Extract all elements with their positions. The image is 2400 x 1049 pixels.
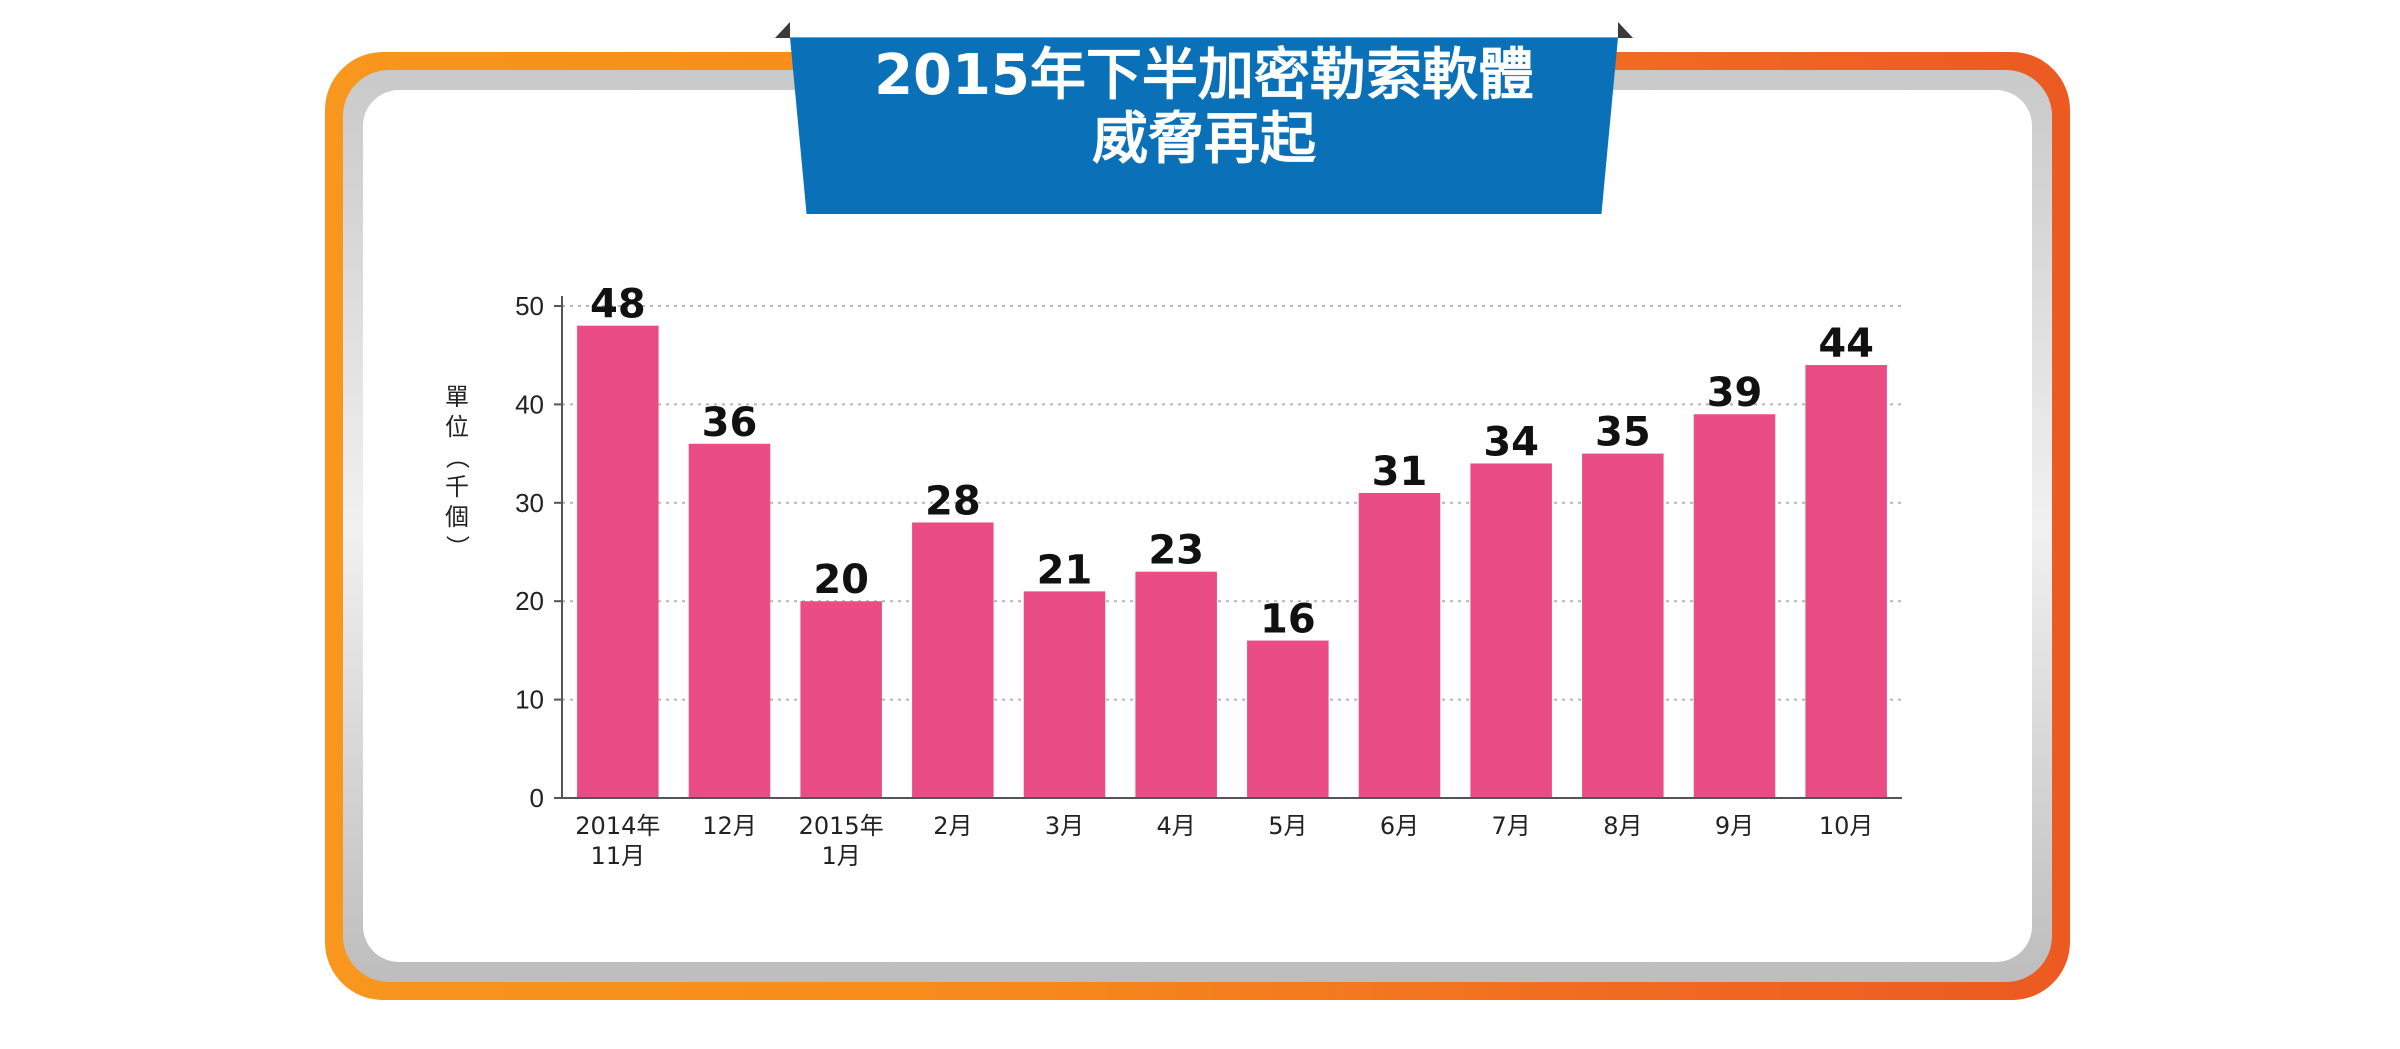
y-tick-label: 10 [515,685,544,715]
bar [688,443,771,798]
x-tick-label: 4月 [1157,812,1196,840]
y-tick-label: 40 [515,389,544,419]
bar [577,325,659,798]
bar [1470,463,1552,798]
bar [1805,365,1887,798]
chart-title-line-2: 威脅再起 [1092,107,1316,172]
banner-tab-left [775,22,790,38]
x-tick-label: 5月 [1268,812,1307,840]
y-axis-label-char: （ [443,445,471,469]
y-axis-ticks: 0 10 20 30 40 50 [515,291,563,813]
bars: 48 36 20 28 21 23 16 31 34 35 39 44 [577,282,1887,798]
data-label: 31 [1372,449,1428,495]
y-tick-label: 50 [515,291,544,321]
y-axis-label-char: 單 [445,383,469,411]
x-tick-label: 10月 [1819,812,1874,840]
x-tick-label: 11月 [591,842,646,870]
y-axis-label-char: 位 [445,413,469,441]
data-label: 44 [1818,321,1874,367]
x-tick-label: 12月 [702,812,757,840]
banner-tab-right [1618,22,1633,38]
y-axis-label: 單位 （ 千個 ） [443,383,471,559]
x-tick-label: 2月 [933,812,972,840]
x-tick-label: 2015年 [799,812,884,840]
x-tick-label: 6月 [1380,812,1419,840]
x-tick-label: 9月 [1715,812,1754,840]
data-label: 36 [702,400,758,446]
y-axis-label-char: 個 [445,503,469,531]
y-tick-label: 0 [530,783,544,813]
bar [1358,492,1441,798]
title-banner [790,37,1618,214]
x-tick-label: 2014年 [575,812,660,840]
x-tick-label: 3月 [1045,812,1084,840]
data-label: 35 [1595,410,1651,456]
data-label: 16 [1260,597,1316,643]
bar [1135,571,1217,798]
chart-title-line-1: 2015年下半加密勒索軟體 [874,43,1534,108]
bar [800,601,882,798]
data-label: 34 [1483,419,1539,465]
data-label: 20 [813,557,869,603]
y-axis-label-char: 千 [445,473,469,501]
y-tick-label: 20 [515,586,544,616]
bar [912,522,994,798]
y-tick-label: 30 [515,488,544,518]
data-label: 23 [1148,528,1204,574]
y-axis-label-char: ） [443,535,471,559]
bar [1023,591,1106,798]
bar [1693,414,1776,798]
x-tick-label: 1月 [822,842,861,870]
data-label: 48 [590,282,646,328]
x-tick-label: 8月 [1603,812,1642,840]
bar [1247,640,1329,798]
chart-title: 2015年下半加密勒索軟體 威脅再起 [790,44,1618,172]
data-label: 39 [1707,370,1763,416]
bar [1582,453,1664,798]
data-label: 21 [1037,547,1093,593]
x-tick-label: 7月 [1492,812,1531,840]
data-label: 28 [925,478,981,524]
